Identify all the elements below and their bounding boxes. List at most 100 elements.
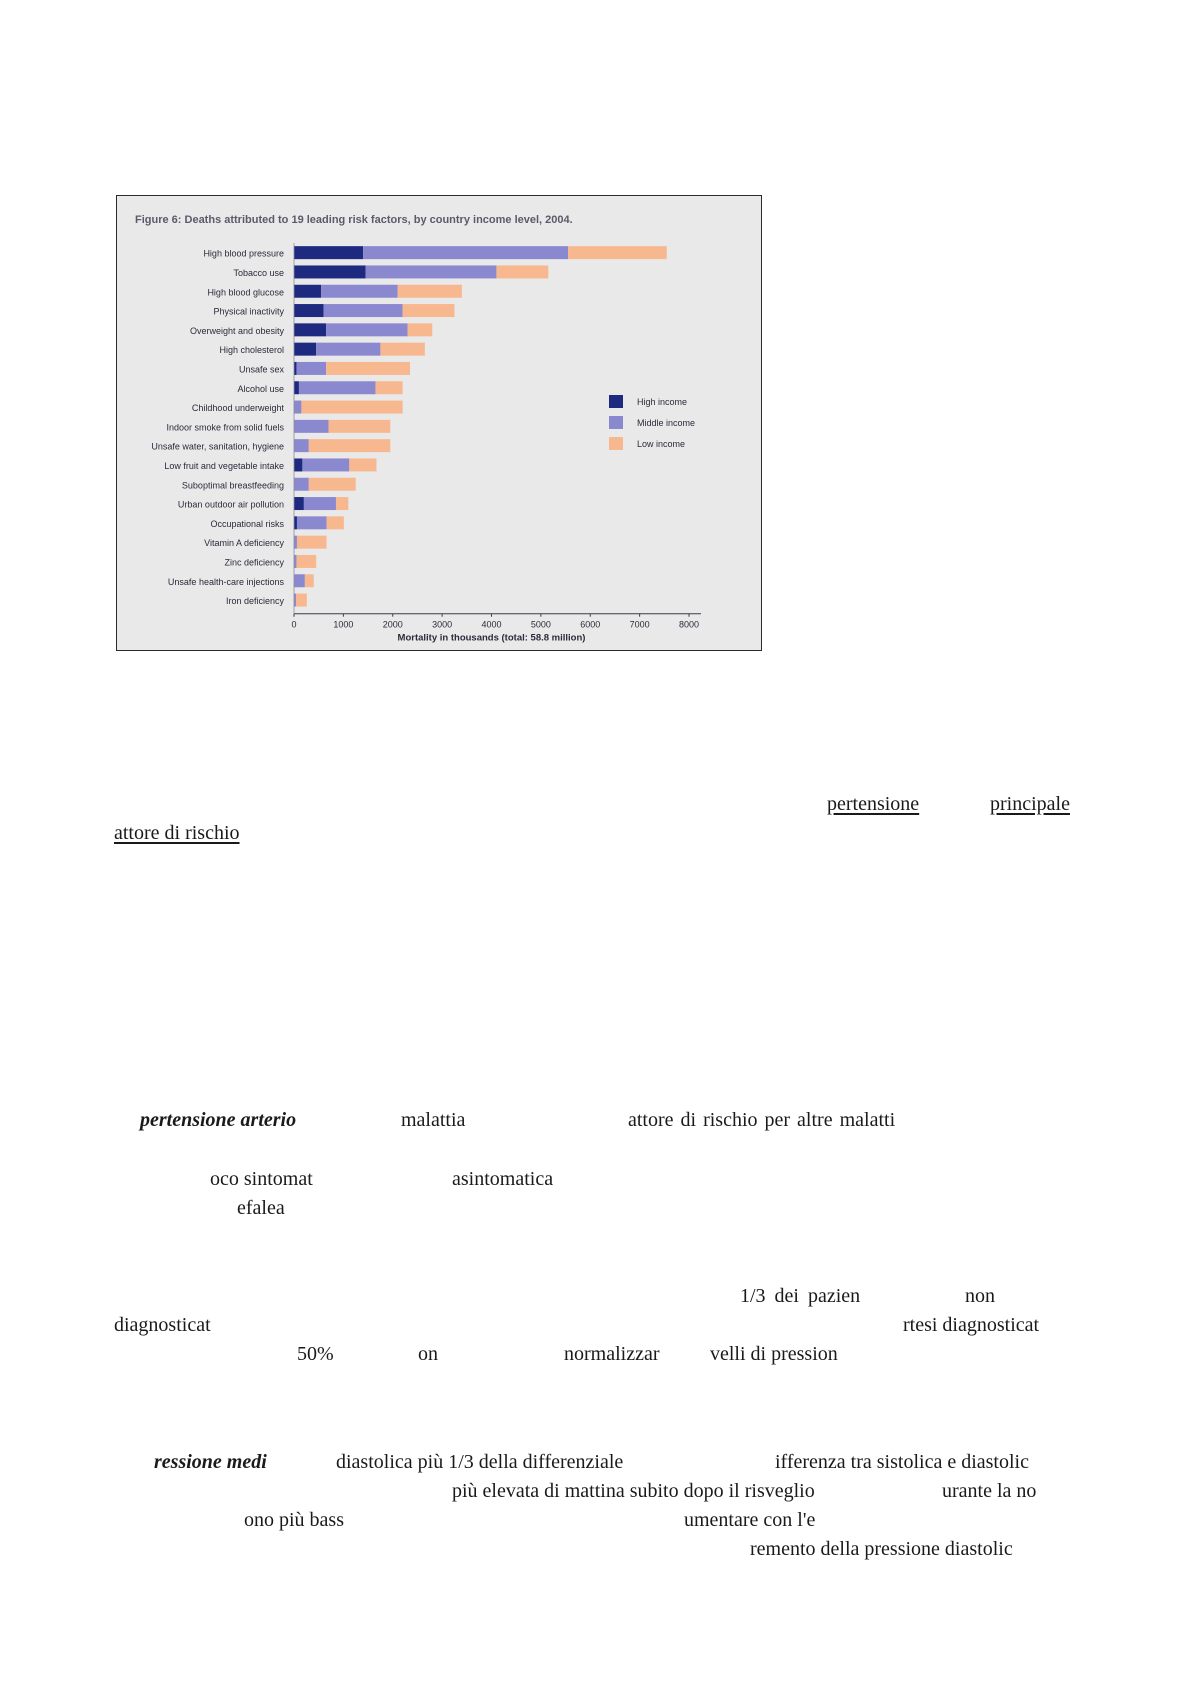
bar-segment-middle-income	[303, 497, 336, 511]
bar-segment-middle-income	[294, 574, 305, 588]
bar-segment-high-income	[294, 458, 303, 472]
bar-segment-middle-income	[294, 439, 309, 453]
category-label: Zinc deficiency	[224, 557, 284, 567]
bar-segment-middle-income	[363, 246, 569, 260]
legend-label-low-income: Low income	[637, 439, 685, 449]
bar-segment-high-income	[294, 265, 366, 279]
bar-segment-middle-income	[294, 477, 309, 491]
bar-segment-middle-income	[294, 419, 329, 433]
text-attore-altre-malattie: attore di rischio per altre malatti	[628, 1109, 896, 1131]
bar-segment-low-income	[375, 381, 403, 395]
bar-segment-middle-income	[326, 323, 408, 337]
category-label: Childhood underweight	[192, 403, 285, 413]
bar-segment-middle-income	[321, 284, 398, 298]
text-normalizzare: normalizzar	[564, 1343, 660, 1365]
text-differenza-sistolica-diastolica: ifferenza tra sistolica e diastolic	[775, 1451, 1029, 1473]
x-tick-label: 5000	[531, 620, 551, 630]
x-tick-label: 6000	[580, 620, 600, 630]
text-asintomatica: asintomatica	[452, 1168, 554, 1190]
text-livelli-pressione: velli di pression	[710, 1343, 838, 1365]
category-label: Physical inactivity	[213, 307, 284, 317]
bar-segment-low-income	[568, 246, 667, 260]
x-tick-label: 0	[291, 620, 296, 630]
text-pertensione-arterio: pertensione arterio	[140, 1109, 297, 1131]
bar-segment-high-income	[294, 361, 297, 375]
text-attore-di-rischio: attore di rischio	[114, 822, 240, 844]
bar-segment-low-income	[308, 439, 391, 453]
category-label: Urban outdoor air pollution	[178, 500, 284, 510]
category-label: Low fruit and vegetable intake	[164, 461, 284, 471]
x-tick-label: 3000	[432, 620, 452, 630]
category-label: Vitamin A deficiency	[204, 538, 284, 548]
bar-segment-middle-income	[294, 554, 297, 568]
bar-segment-middle-income	[365, 265, 497, 279]
text-pressione-media: ressione medi	[154, 1451, 267, 1473]
bar-segment-low-income	[308, 477, 356, 491]
bar-segment-middle-income	[294, 593, 296, 607]
bar-segment-low-income	[326, 516, 344, 530]
bar-segment-high-income	[294, 246, 364, 260]
bar-segment-high-income	[294, 304, 324, 318]
category-label: High cholesterol	[219, 345, 284, 355]
bar-segment-middle-income	[296, 361, 327, 375]
bar-segment-low-income	[380, 342, 425, 356]
text-malattia: malattia	[401, 1109, 466, 1131]
x-tick-label: 4000	[481, 620, 501, 630]
bar-segment-low-income	[296, 554, 317, 568]
text-ipertesi-diagnosticati: rtesi diagnosticat	[903, 1314, 1040, 1336]
bar-segment-low-income	[326, 361, 411, 375]
bar-segment-low-income	[407, 323, 433, 337]
bar-segment-middle-income	[302, 458, 350, 472]
bar-segment-middle-income	[294, 400, 302, 414]
chart-title: Figure 6: Deaths attributed to 19 leadin…	[135, 214, 573, 226]
legend-swatch-middle-income	[609, 416, 623, 429]
bar-segment-low-income	[397, 284, 462, 298]
legend-swatch-high-income	[609, 395, 623, 408]
text-on: on	[418, 1343, 438, 1365]
text-sono-piu-basse: ono più bass	[244, 1509, 344, 1531]
text-sintomatica: oco sintomat	[210, 1168, 313, 1190]
category-label: Alcohol use	[237, 384, 284, 394]
bar-segment-low-income	[296, 535, 327, 549]
category-label: High blood glucose	[207, 287, 284, 297]
bar-segment-low-income	[304, 574, 314, 588]
text-cinquanta-percento: 50%	[297, 1343, 334, 1365]
x-tick-label: 1000	[333, 620, 353, 630]
text-decremento-diastolica: remento della pressione diastolic	[750, 1538, 1013, 1560]
text-cefalea: efalea	[237, 1197, 285, 1219]
category-label: Occupational risks	[210, 519, 284, 529]
bar-segment-low-income	[335, 497, 349, 511]
chart-svg: Figure 6: Deaths attributed to 19 leadin…	[135, 214, 701, 644]
legend-label-high-income: High income	[637, 397, 687, 407]
bar-segment-low-income	[349, 458, 377, 472]
category-label: Unsafe health-care injections	[168, 577, 285, 587]
category-label: Unsafe sex	[239, 364, 285, 374]
category-label: Tobacco use	[233, 268, 284, 278]
bar-segment-high-income	[294, 284, 322, 298]
legend-label-middle-income: Middle income	[637, 418, 695, 428]
category-label: Overweight and obesity	[190, 326, 285, 336]
category-label: High blood pressure	[203, 249, 284, 259]
bar-segment-low-income	[295, 593, 307, 607]
bar-segment-high-income	[294, 323, 327, 337]
bar-segment-middle-income	[316, 342, 381, 356]
bar-segment-low-income	[402, 304, 455, 318]
category-label: Iron deficiency	[226, 596, 285, 606]
text-diagnosticat: diagnosticat	[114, 1314, 211, 1336]
text-non: non	[965, 1285, 995, 1307]
x-axis-label: Mortality in thousands (total: 58.8 mill…	[398, 633, 586, 644]
bar-segment-low-income	[301, 400, 403, 414]
bar-segment-middle-income	[296, 516, 327, 530]
x-tick-label: 2000	[383, 620, 403, 630]
text-diastolica-differenziale: diastolica più 1/3 della differenziale	[336, 1451, 624, 1473]
bar-segment-middle-income	[298, 381, 376, 395]
text-aumentare-eta: umentare con l'e	[684, 1509, 816, 1531]
bar-segment-middle-income	[323, 304, 403, 318]
text-principale: principale	[990, 793, 1070, 815]
chart-figure: Figure 6: Deaths attributed to 19 leadin…	[116, 195, 762, 651]
bar-segment-high-income	[294, 342, 317, 356]
bar-segment-high-income	[294, 381, 299, 395]
text-mattina-risveglio: più elevata di mattina subito dopo il ri…	[452, 1480, 815, 1502]
text-pertensione-1: pertensione	[827, 793, 920, 815]
bar-segment-high-income	[294, 516, 297, 530]
